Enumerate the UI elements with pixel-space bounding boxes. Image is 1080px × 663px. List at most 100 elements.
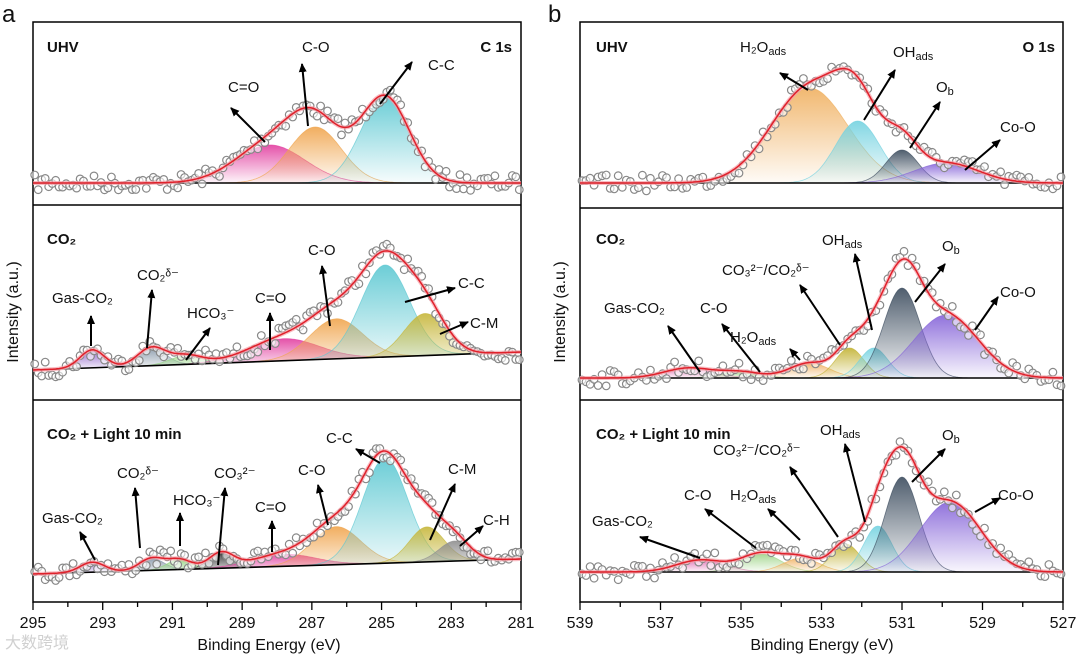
data-point	[124, 365, 134, 374]
x-tick-label: 293	[89, 615, 116, 632]
data-point	[638, 561, 647, 571]
peak-label-subscript: ads	[768, 46, 786, 58]
peak-label-text: C-O	[302, 39, 330, 56]
x-tick-label: 539	[567, 615, 594, 632]
data-point	[1024, 557, 1034, 567]
data-point	[638, 170, 647, 180]
fit-envelope	[580, 258, 1063, 379]
data-point	[980, 162, 989, 172]
peak-label-text: C-M	[448, 461, 476, 478]
annotation-arrow	[779, 72, 809, 91]
peak-label-text: C=O	[255, 499, 286, 516]
x-axis-title: Binding Energy (eV)	[197, 637, 340, 654]
peak-label-text: C-O	[700, 300, 728, 317]
data-point	[232, 342, 242, 352]
x-tick-label: 533	[808, 615, 835, 632]
annotation-arrow	[911, 448, 946, 483]
x-axis-title: Binding Energy (eV)	[750, 637, 893, 654]
data-point	[662, 374, 671, 384]
peak-label-text: C-O	[308, 242, 336, 259]
peak-label-subscript: ads	[758, 494, 776, 506]
data-point	[746, 375, 756, 385]
data-point	[514, 547, 524, 557]
data-point	[298, 325, 308, 335]
peak-label: OHads	[820, 422, 861, 441]
data-point	[514, 355, 524, 365]
data-point	[947, 503, 957, 513]
y-axis-title: Intensity (a.u.)	[552, 261, 569, 362]
annotation-arrow	[667, 325, 701, 373]
panel-letter-b: b	[548, 1, 561, 28]
peak-label-text: C-O	[684, 487, 712, 504]
peak-label-text: Co-O	[1000, 284, 1036, 301]
chart-title: C 1s	[480, 39, 512, 56]
data-point	[89, 171, 99, 181]
annotation-arrow	[146, 289, 156, 349]
data-point	[589, 573, 599, 583]
data-point	[103, 183, 113, 193]
data-point	[490, 171, 500, 181]
peak-label: Gas-CO₂	[42, 510, 103, 527]
annotation-arrow	[789, 466, 839, 538]
annotation-arrow	[964, 139, 1001, 171]
data-point	[613, 171, 623, 181]
data-point	[33, 185, 43, 195]
annotation-arrow	[843, 443, 866, 523]
data-point	[947, 302, 957, 311]
peak-label-text: Gas-CO₂	[52, 290, 113, 307]
data-point	[670, 553, 679, 562]
peak-label: H₂Oads	[730, 487, 777, 506]
data-point	[514, 185, 524, 195]
peak-label-text: Gas-CO₂	[604, 300, 665, 317]
data-point	[197, 179, 207, 189]
data-point	[333, 114, 343, 124]
data-point	[939, 487, 949, 497]
data-point	[734, 358, 744, 368]
data-point	[40, 357, 50, 367]
x-tick-label: 295	[20, 615, 47, 632]
data-point	[337, 130, 346, 140]
data-point	[455, 170, 465, 180]
subplot-0	[577, 62, 1066, 196]
annotation-arrow	[639, 535, 701, 559]
fit-envelope	[580, 446, 1063, 573]
data-point	[951, 490, 961, 500]
data-point	[281, 121, 291, 131]
data-point	[601, 170, 611, 180]
data-point	[585, 173, 595, 183]
peak-label-text: CO₃²⁻/CO₂ᵟ⁻	[713, 442, 801, 459]
annotation-arrow	[974, 296, 999, 331]
data-point	[173, 560, 183, 570]
data-point	[215, 171, 224, 181]
data-point	[634, 183, 643, 193]
peak-label: CO₃²⁻	[214, 465, 256, 482]
x-tick-label: 289	[229, 615, 256, 632]
data-point	[462, 173, 472, 183]
peak-label: C-M	[470, 315, 498, 332]
peak-label-text: O	[942, 427, 954, 444]
data-point	[134, 356, 144, 365]
data-point	[152, 559, 162, 569]
annotation-arrow	[404, 286, 456, 303]
data-point	[166, 546, 176, 556]
chart-title: O 1s	[1022, 39, 1055, 56]
x-tick-label: 529	[969, 615, 996, 632]
data-point	[1048, 367, 1058, 377]
x-tick-label: 283	[438, 615, 465, 632]
data-point	[256, 331, 266, 340]
data-point	[670, 357, 679, 367]
x-tick-label: 531	[889, 615, 916, 632]
data-point	[511, 172, 521, 182]
annotation-arrow	[319, 265, 331, 327]
data-point	[646, 173, 655, 183]
peak-label: OHads	[822, 232, 863, 251]
peak-label-text: OH	[893, 44, 916, 61]
peak-label-text: C-H	[483, 512, 510, 529]
peak-label-subscript: ads	[916, 51, 934, 63]
peak-label: C=O	[255, 290, 286, 307]
peak-label-text: CO₂ᵟ⁻	[117, 465, 159, 482]
peak-label-text: Gas-CO₂	[42, 510, 103, 527]
chart-b: 539 537 535 533 531 529 527	[567, 21, 1076, 632]
peak-label: C-C	[428, 57, 455, 74]
